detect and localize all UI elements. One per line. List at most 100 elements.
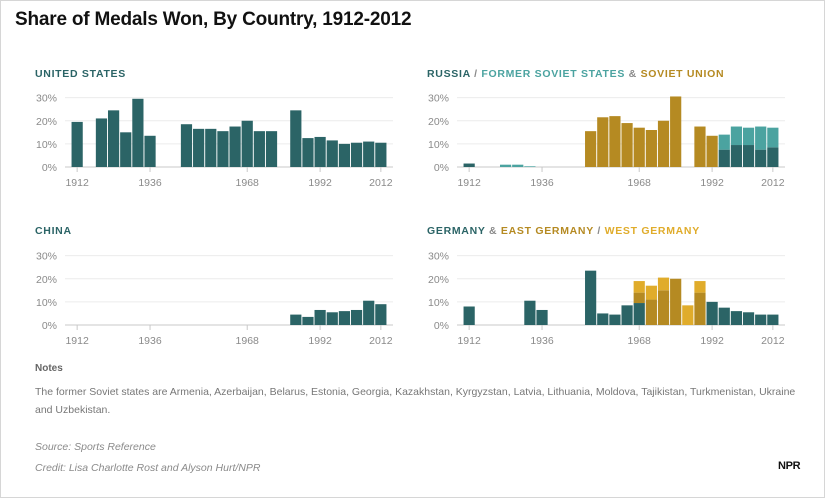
bar [326,312,338,325]
y-tick-label: 20% [428,274,449,286]
x-tick-label: 2012 [369,177,393,189]
bar [742,145,755,167]
y-tick-label: 0% [42,162,57,174]
y-tick-label: 20% [36,116,57,128]
x-tick-label: 2012 [761,335,785,347]
bar [463,163,475,167]
bar [633,303,645,325]
bar [718,307,730,325]
y-tick-label: 0% [434,320,449,332]
chart-russia: 0% 10% 20% 30% 1912 1936 1968 1992 2012 [428,93,785,189]
bar [253,131,265,167]
panel-title-segment: WEST GERMANY [604,225,700,237]
bar [524,300,536,325]
bar [621,305,633,325]
bar [597,117,609,167]
y-tick-label: 0% [42,320,57,332]
bar [302,138,314,167]
bar [657,290,670,325]
bar [645,285,657,300]
bar [718,149,730,167]
x-tick-label: 1936 [530,177,554,189]
bar [609,116,621,167]
y-tick-label: 0% [434,162,449,174]
y-tick-label: 20% [428,116,449,128]
bar [730,145,743,167]
chart-germany: 0% 10% 20% 30% 1912 1936 1968 1992 2012 [428,251,785,347]
panel-title-china: CHINA [35,225,72,237]
bar [585,270,597,325]
x-tick-label: 1992 [308,335,332,347]
panel-title-segment: CHINA [35,225,72,237]
bar [120,132,132,167]
y-tick-label: 10% [36,139,57,151]
bar [350,142,363,167]
bar [205,128,217,167]
bar [241,120,253,167]
bar [609,314,621,325]
x-tick-label: 1936 [530,335,554,347]
bar [217,131,229,167]
y-tick-label: 10% [428,139,449,151]
bar [597,313,609,325]
bar [657,120,670,167]
bar [193,128,205,167]
panel-title-segment: RUSSIA [427,68,471,80]
bar [290,314,302,325]
y-tick-label: 30% [36,93,57,105]
bar [621,123,633,167]
panel-title-segment: & [625,68,641,80]
bar [326,140,338,167]
bar [375,304,387,325]
bar [730,311,743,325]
bar [670,278,682,325]
bar [694,292,706,325]
bar [350,309,363,325]
x-tick-label: 1968 [236,177,260,189]
bar [742,127,755,146]
bar [742,312,755,325]
bar [767,314,779,325]
bar [314,136,326,167]
x-tick-label: 1968 [236,335,260,347]
bar [633,281,645,293]
panel-title-segment: SOVIET UNION [640,68,725,80]
credit-text: Credit: Lisa Charlotte Rost and Alyson H… [35,462,261,474]
bar [363,141,375,167]
panel-title-segment: UNITED STATES [35,68,126,80]
panel-title-russia: RUSSIA / FORMER SOVIET STATES & SOVIET U… [427,68,724,80]
x-tick-label: 1992 [700,335,724,347]
bar [375,142,387,167]
notes-text: The former Soviet states are Armenia, Az… [35,386,796,416]
bar [585,131,597,167]
bar [767,127,779,148]
y-tick-label: 30% [428,93,449,105]
chart-us: 0% 10% 20% 30% 1912 1936 1968 1992 2012 [36,93,393,189]
bar [314,309,326,325]
x-tick-label: 2012 [369,335,393,347]
npr-logo: NPR [778,460,801,472]
panel-title-segment: / [470,68,482,80]
x-tick-label: 1912 [457,177,481,189]
x-tick-label: 2012 [761,177,785,189]
y-tick-label: 10% [428,297,449,309]
bar [633,292,645,304]
bar [499,164,512,167]
bar [657,277,670,291]
bar [107,110,120,167]
chart-china: 0% 10% 20% 30% 1912 1936 1968 1992 2012 [36,251,393,347]
panel-title-germany: GERMANY & EAST GERMANY / WEST GERMANY [427,225,700,237]
panel-title-segment: & [485,225,501,237]
bar [71,121,83,167]
source-text: Source: Sports Reference [35,441,156,453]
bar [302,316,314,325]
bar [229,126,241,167]
bar [524,166,536,167]
bar [645,130,657,167]
bar [767,147,779,167]
y-tick-label: 30% [428,251,449,263]
bar [682,305,694,325]
bar [755,126,767,150]
bar [338,311,351,325]
bar [645,299,657,325]
